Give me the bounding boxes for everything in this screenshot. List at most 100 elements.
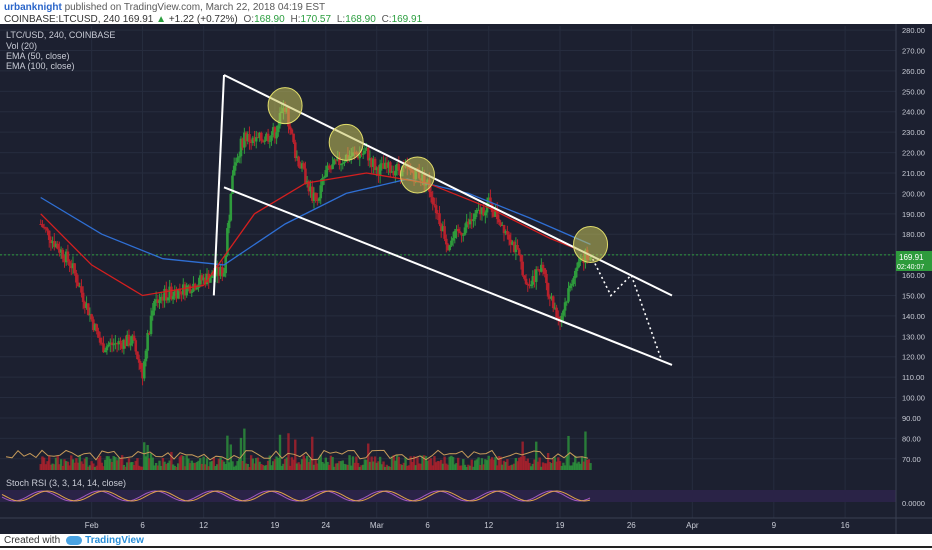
volume-bar <box>568 465 572 470</box>
volume-bar <box>434 462 438 470</box>
candle-body <box>475 209 479 214</box>
volume-bar <box>587 459 591 470</box>
volume-bar <box>441 463 445 470</box>
candle-body <box>557 317 560 319</box>
volume-bar <box>95 465 98 470</box>
volume-bar <box>300 459 304 470</box>
ohlc-line: COINBASE:LTCUSD, 240 169.91 ▲ +1.22 (+0.… <box>4 14 422 25</box>
candle-body <box>445 238 448 245</box>
candle-body <box>75 273 78 283</box>
chart-background <box>0 24 932 534</box>
y-tick-label: 200.00 <box>902 189 925 198</box>
candle-body <box>268 140 272 142</box>
candle-body <box>463 227 467 235</box>
low-value: 168.90 <box>345 14 376 25</box>
candle-body <box>366 147 370 161</box>
candle-body <box>136 351 139 360</box>
volume-bar <box>107 456 110 470</box>
volume-bar <box>185 455 188 470</box>
candle-body <box>492 212 496 217</box>
volume-bar <box>385 464 389 470</box>
volume-bar <box>397 456 400 470</box>
candle-body <box>467 221 470 225</box>
candle-body <box>170 286 173 300</box>
volume-bar <box>419 463 423 470</box>
volume-bar <box>236 461 239 470</box>
candle-body <box>100 342 104 344</box>
candle-body <box>125 334 129 347</box>
candle-body <box>524 278 528 284</box>
volume-bar <box>548 462 552 470</box>
candle-body <box>249 141 253 143</box>
volume-bar <box>360 465 363 470</box>
volume-bar <box>467 464 470 470</box>
volume-bar <box>48 455 51 470</box>
candle-body <box>221 267 224 277</box>
volume-bar <box>122 464 126 470</box>
volume-bar <box>109 458 112 470</box>
x-tick-label: 26 <box>627 521 636 530</box>
candle-body <box>275 132 278 139</box>
candle-body <box>134 340 138 352</box>
volume-bar <box>176 463 180 470</box>
volume-bar <box>253 463 256 470</box>
drawing-overlays <box>212 74 673 366</box>
candle-body <box>263 140 267 142</box>
candle-body <box>453 230 457 239</box>
volume-bar <box>193 463 197 470</box>
candle-body <box>319 185 323 199</box>
author-name[interactable]: urbanknight <box>4 2 62 13</box>
volume-bar <box>178 456 182 470</box>
candle-body <box>336 157 339 161</box>
volume-bar <box>350 465 353 470</box>
candle-body <box>183 284 187 296</box>
published-text: published on TradingView.com, March 22, … <box>64 2 326 13</box>
candle-body <box>122 339 126 349</box>
volume-bar <box>49 464 53 470</box>
volume-bar <box>104 459 107 470</box>
volume-bar <box>450 455 453 470</box>
candle-body <box>185 285 188 296</box>
volume-bar <box>183 466 187 470</box>
candle-body <box>448 245 451 251</box>
volume-bar <box>438 461 441 470</box>
close-value: 169.91 <box>391 14 423 25</box>
candle-body <box>497 219 501 223</box>
chart-canvas[interactable]: 280.00 270.00 260.00 250.00 240.00 230.00 220.… <box>0 24 932 534</box>
candle-body <box>356 154 360 159</box>
volume-bar <box>546 453 550 470</box>
volume-bar <box>490 457 494 470</box>
candle-body <box>105 346 109 351</box>
candle-body <box>295 156 299 159</box>
candle-body <box>236 157 239 163</box>
x-tick-label: Feb <box>85 521 99 530</box>
grid <box>0 26 896 518</box>
volume-bar <box>51 463 54 470</box>
candle-body <box>385 162 389 168</box>
candle-body <box>316 199 319 201</box>
candle-body <box>156 299 160 303</box>
candle-body <box>322 177 326 179</box>
volume-bar <box>234 465 238 470</box>
volume-bar <box>277 457 280 470</box>
volume-bar <box>472 466 475 470</box>
tradingview-logo[interactable]: TradingView <box>66 535 144 546</box>
y-tick-label: 230.00 <box>902 128 925 137</box>
y-tick-label: 280.00 <box>902 26 925 35</box>
y-tick-label: 110.00 <box>902 373 924 382</box>
volume-bar <box>485 460 489 470</box>
candle-body <box>71 263 75 269</box>
x-tick-label: 6 <box>425 521 430 530</box>
volume-bar <box>282 463 285 470</box>
volume-bar <box>428 459 431 470</box>
candle-body <box>61 249 65 259</box>
volume-bar <box>482 464 485 470</box>
candle-body <box>575 267 579 272</box>
candle-body <box>241 138 244 148</box>
volume-bar <box>409 456 412 470</box>
volume-bar <box>448 456 451 470</box>
volume-bar <box>241 460 244 470</box>
candle-body <box>541 264 545 269</box>
volume-bar <box>372 461 375 470</box>
volume-bar <box>268 455 272 470</box>
